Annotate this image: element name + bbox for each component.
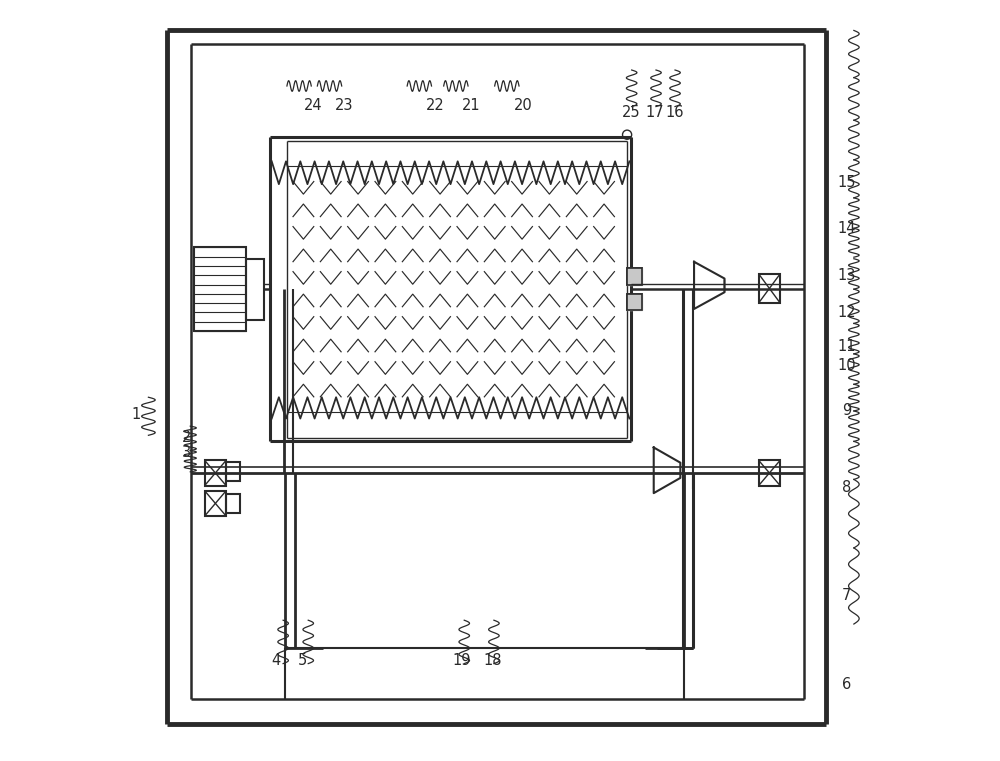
Text: 18: 18 xyxy=(483,653,502,668)
Text: 10: 10 xyxy=(837,358,856,373)
Text: 5: 5 xyxy=(298,653,307,668)
Bar xyxy=(627,294,642,310)
Polygon shape xyxy=(627,268,642,285)
Text: 13: 13 xyxy=(837,268,855,283)
Bar xyxy=(205,491,226,516)
Text: 12: 12 xyxy=(837,304,856,320)
Text: 20: 20 xyxy=(513,97,532,113)
Text: 3: 3 xyxy=(182,445,191,460)
Text: 11: 11 xyxy=(837,339,856,354)
Bar xyxy=(194,247,246,331)
Text: 24: 24 xyxy=(304,97,323,113)
Text: 22: 22 xyxy=(426,97,445,113)
Text: 15: 15 xyxy=(837,175,856,190)
Polygon shape xyxy=(627,294,642,310)
Text: 25: 25 xyxy=(622,105,640,120)
Text: 2: 2 xyxy=(182,430,191,445)
Text: 19: 19 xyxy=(453,653,471,668)
Bar xyxy=(759,460,780,486)
Bar xyxy=(627,268,642,285)
Bar xyxy=(205,460,226,486)
Bar xyxy=(226,494,240,513)
Text: 6: 6 xyxy=(842,677,851,693)
Text: 23: 23 xyxy=(335,97,353,113)
Text: 4: 4 xyxy=(271,653,280,668)
Text: 8: 8 xyxy=(842,479,851,495)
Bar xyxy=(759,274,780,303)
Text: 16: 16 xyxy=(666,105,684,120)
Bar xyxy=(627,294,642,310)
Text: 21: 21 xyxy=(462,97,480,113)
Bar xyxy=(246,259,264,320)
Text: 14: 14 xyxy=(837,221,856,236)
Bar xyxy=(627,268,642,285)
Text: 17: 17 xyxy=(645,105,664,120)
Text: 9: 9 xyxy=(842,403,851,419)
Text: 1: 1 xyxy=(132,407,141,422)
Text: 7: 7 xyxy=(842,587,851,603)
Bar xyxy=(226,462,240,481)
